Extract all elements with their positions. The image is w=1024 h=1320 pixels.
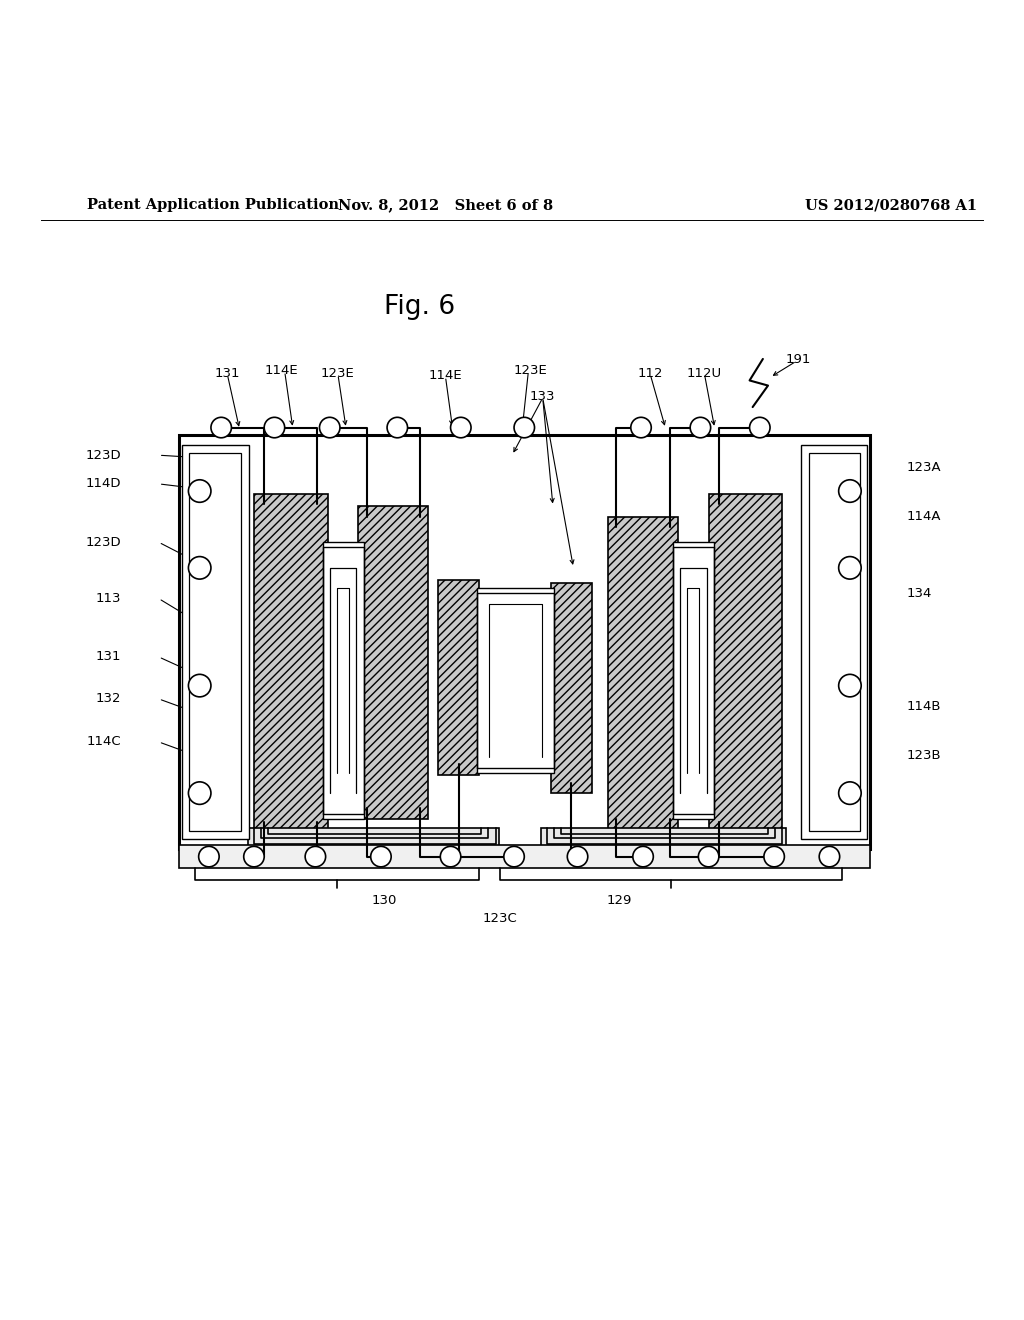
Text: 132: 132 (95, 693, 121, 705)
Circle shape (440, 846, 461, 867)
Text: Patent Application Publication: Patent Application Publication (87, 198, 339, 213)
Bar (801, 445, 867, 840)
Text: 114D: 114D (85, 478, 121, 490)
Circle shape (504, 846, 524, 867)
Circle shape (567, 846, 588, 867)
Circle shape (244, 846, 264, 867)
Text: 123E: 123E (322, 367, 354, 380)
Bar (189, 453, 241, 832)
Circle shape (188, 557, 211, 579)
Text: 112: 112 (638, 367, 663, 380)
Circle shape (199, 846, 219, 867)
Circle shape (839, 781, 861, 804)
Text: 123D: 123D (85, 536, 121, 549)
Bar (182, 445, 249, 840)
Bar (179, 434, 870, 850)
Bar (551, 583, 592, 793)
Text: 131: 131 (95, 651, 121, 664)
Text: 114E: 114E (429, 368, 462, 381)
Bar (673, 543, 714, 818)
Text: 191: 191 (786, 354, 811, 367)
Circle shape (371, 846, 391, 867)
Circle shape (188, 781, 211, 804)
Circle shape (633, 846, 653, 867)
Text: 114B: 114B (906, 700, 941, 713)
Circle shape (839, 479, 861, 503)
Circle shape (451, 417, 471, 438)
Text: US 2012/0280768 A1: US 2012/0280768 A1 (805, 198, 977, 213)
Text: 129: 129 (607, 894, 632, 907)
Bar (477, 589, 554, 772)
Circle shape (631, 417, 651, 438)
Text: 123E: 123E (514, 364, 547, 376)
Circle shape (839, 557, 861, 579)
Text: 131: 131 (215, 367, 240, 380)
Text: 113: 113 (95, 593, 121, 605)
Circle shape (819, 846, 840, 867)
Bar (254, 494, 328, 832)
Circle shape (698, 846, 719, 867)
Text: 114A: 114A (906, 510, 941, 523)
Circle shape (839, 675, 861, 697)
Text: Nov. 8, 2012   Sheet 6 of 8: Nov. 8, 2012 Sheet 6 of 8 (338, 198, 553, 213)
Circle shape (764, 846, 784, 867)
Circle shape (319, 417, 340, 438)
Text: 114E: 114E (265, 364, 298, 376)
Circle shape (387, 417, 408, 438)
Bar (541, 828, 786, 846)
Text: 130: 130 (372, 894, 396, 907)
Bar (179, 845, 870, 867)
Text: 123A: 123A (906, 461, 941, 474)
Circle shape (750, 417, 770, 438)
Circle shape (305, 846, 326, 867)
Text: 114C: 114C (86, 735, 121, 748)
Bar (248, 828, 499, 846)
Circle shape (690, 417, 711, 438)
Bar (608, 516, 678, 829)
Circle shape (188, 675, 211, 697)
Circle shape (514, 417, 535, 438)
Text: 134: 134 (906, 587, 932, 599)
Bar (358, 507, 428, 818)
Text: 133: 133 (530, 391, 555, 404)
Bar (323, 543, 364, 818)
Text: 123C: 123C (482, 912, 517, 924)
Bar (809, 453, 860, 832)
Text: 123D: 123D (85, 449, 121, 462)
Circle shape (188, 479, 211, 503)
Text: 112U: 112U (687, 367, 722, 380)
Bar (709, 494, 782, 832)
Text: Fig. 6: Fig. 6 (384, 294, 456, 319)
Text: 123B: 123B (906, 748, 941, 762)
Bar (438, 579, 479, 775)
Circle shape (211, 417, 231, 438)
Circle shape (264, 417, 285, 438)
